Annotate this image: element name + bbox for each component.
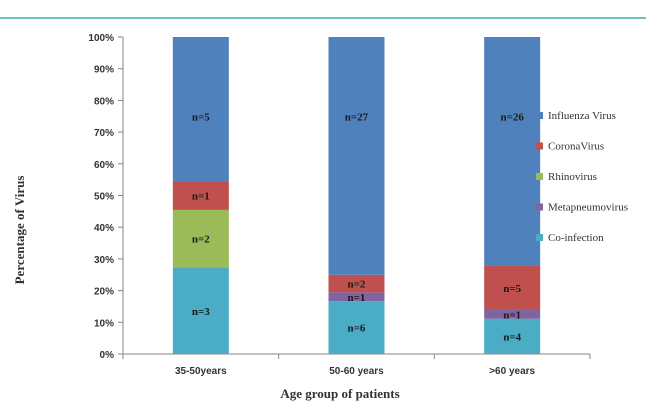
x-axis: 35-50years 50-60 years >60 years bbox=[122, 354, 591, 377]
bar-segment-rhinovirus bbox=[172, 209, 229, 268]
legend-label: Metapneumovirus bbox=[548, 202, 628, 214]
data-label: n=2 bbox=[348, 279, 366, 291]
legend-swatch bbox=[536, 173, 543, 180]
data-label: n=5 bbox=[503, 283, 521, 295]
y-tick-label: 70% bbox=[94, 128, 114, 139]
bars: n=3n=2n=1n=5n=6n=1n=2n=27n=4n=1n=5n=26 bbox=[172, 37, 541, 354]
legend-swatch bbox=[536, 234, 543, 241]
legend: Influenza Virus CoronaVirus Rhinovirus Meta… bbox=[536, 110, 628, 244]
y-tick-label: 100% bbox=[88, 33, 114, 44]
data-label: n=1 bbox=[348, 292, 366, 304]
bar-segment-co-infection bbox=[484, 318, 541, 354]
bar-segment-metapneumovirus bbox=[328, 292, 385, 302]
data-label: n=1 bbox=[192, 191, 210, 203]
data-label: n=6 bbox=[348, 323, 366, 335]
data-label: n=4 bbox=[503, 331, 521, 343]
y-tick-label: 0% bbox=[100, 350, 115, 361]
x-tick-label: 35-50years bbox=[175, 366, 227, 377]
bar-segment-coronavirus bbox=[484, 265, 541, 310]
bar-segment-coronavirus bbox=[328, 274, 385, 293]
data-label: n=27 bbox=[345, 111, 369, 123]
legend-swatch bbox=[536, 142, 543, 150]
legend-label: Co-infection bbox=[548, 232, 604, 244]
bar-segment-co-infection bbox=[328, 301, 385, 354]
y-tick-label: 20% bbox=[94, 287, 114, 298]
data-label: n=26 bbox=[500, 111, 524, 123]
bar-segment-influenza-virus bbox=[172, 37, 229, 182]
bar-segment-influenza-virus bbox=[328, 37, 385, 275]
data-label: n=1 bbox=[503, 309, 521, 321]
x-tick-label: >60 years bbox=[489, 366, 535, 377]
y-tick-label: 30% bbox=[94, 255, 114, 266]
bar-segment-co-infection bbox=[172, 267, 229, 354]
legend-label: Rhinovirus bbox=[548, 171, 597, 183]
y-tick-label: 90% bbox=[94, 65, 114, 76]
x-tick-label: 50-60 years bbox=[329, 366, 384, 377]
y-tick-label: 80% bbox=[94, 96, 114, 107]
y-tick-label: 10% bbox=[94, 318, 114, 329]
y-tick-label: 40% bbox=[94, 223, 114, 234]
legend-label: Influenza Virus bbox=[548, 110, 616, 122]
data-label: n=3 bbox=[192, 306, 210, 318]
y-tick-label: 50% bbox=[94, 192, 114, 203]
bar-segment-influenza-virus bbox=[484, 37, 541, 266]
x-axis-title: Age group of patients bbox=[280, 386, 399, 401]
y-axis: 0% 10% 20% 30% 40% 50% 60% 70% 80% 90% 100% bbox=[88, 33, 123, 361]
bar-segment-metapneumovirus bbox=[484, 309, 541, 319]
legend-swatch bbox=[536, 112, 543, 119]
legend-label: CoronaVirus bbox=[548, 141, 604, 153]
data-label: n=5 bbox=[192, 111, 210, 123]
bar-segment-coronavirus bbox=[172, 181, 229, 210]
y-tick-label: 60% bbox=[94, 160, 114, 171]
legend-swatch bbox=[536, 203, 543, 211]
data-label: n=2 bbox=[192, 234, 210, 246]
y-axis-title: Percentage of Virus bbox=[12, 176, 27, 285]
